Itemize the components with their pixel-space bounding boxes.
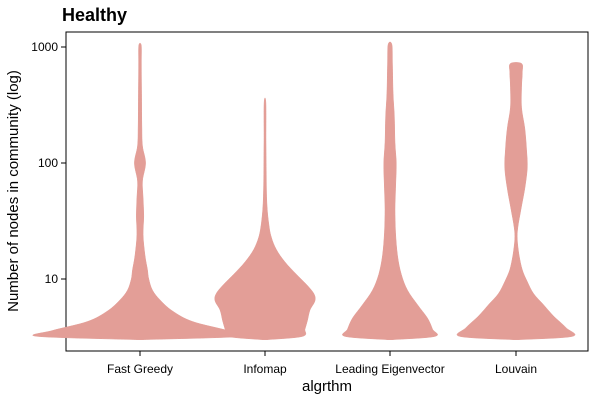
y-tick-label-10: 10: [45, 272, 59, 286]
x-tick-label-3: Louvain: [495, 362, 537, 376]
chart-title: Healthy: [62, 5, 127, 25]
y-tick-label-100: 100: [38, 156, 58, 170]
violin-louvain: [456, 62, 576, 340]
violin-infomap: [214, 97, 316, 340]
y-axis: 10 100 1000: [31, 40, 66, 286]
y-axis-title: Number of nodes in community (log): [5, 70, 22, 312]
violins-layer: [32, 41, 576, 340]
violin-fast-greedy: [32, 42, 248, 340]
x-axis: Fast Greedy Infomap Leading Eigenvector Lou…: [107, 351, 537, 376]
x-axis-title: algrthm: [302, 378, 352, 395]
violin-leading-eigenvector: [342, 41, 438, 340]
y-tick-label-1000: 1000: [31, 40, 58, 54]
x-tick-label-2: Leading Eigenvector: [335, 362, 444, 376]
x-tick-label-0: Fast Greedy: [107, 362, 173, 376]
x-tick-label-1: Infomap: [243, 362, 287, 376]
plot-frame: [65, 31, 589, 352]
